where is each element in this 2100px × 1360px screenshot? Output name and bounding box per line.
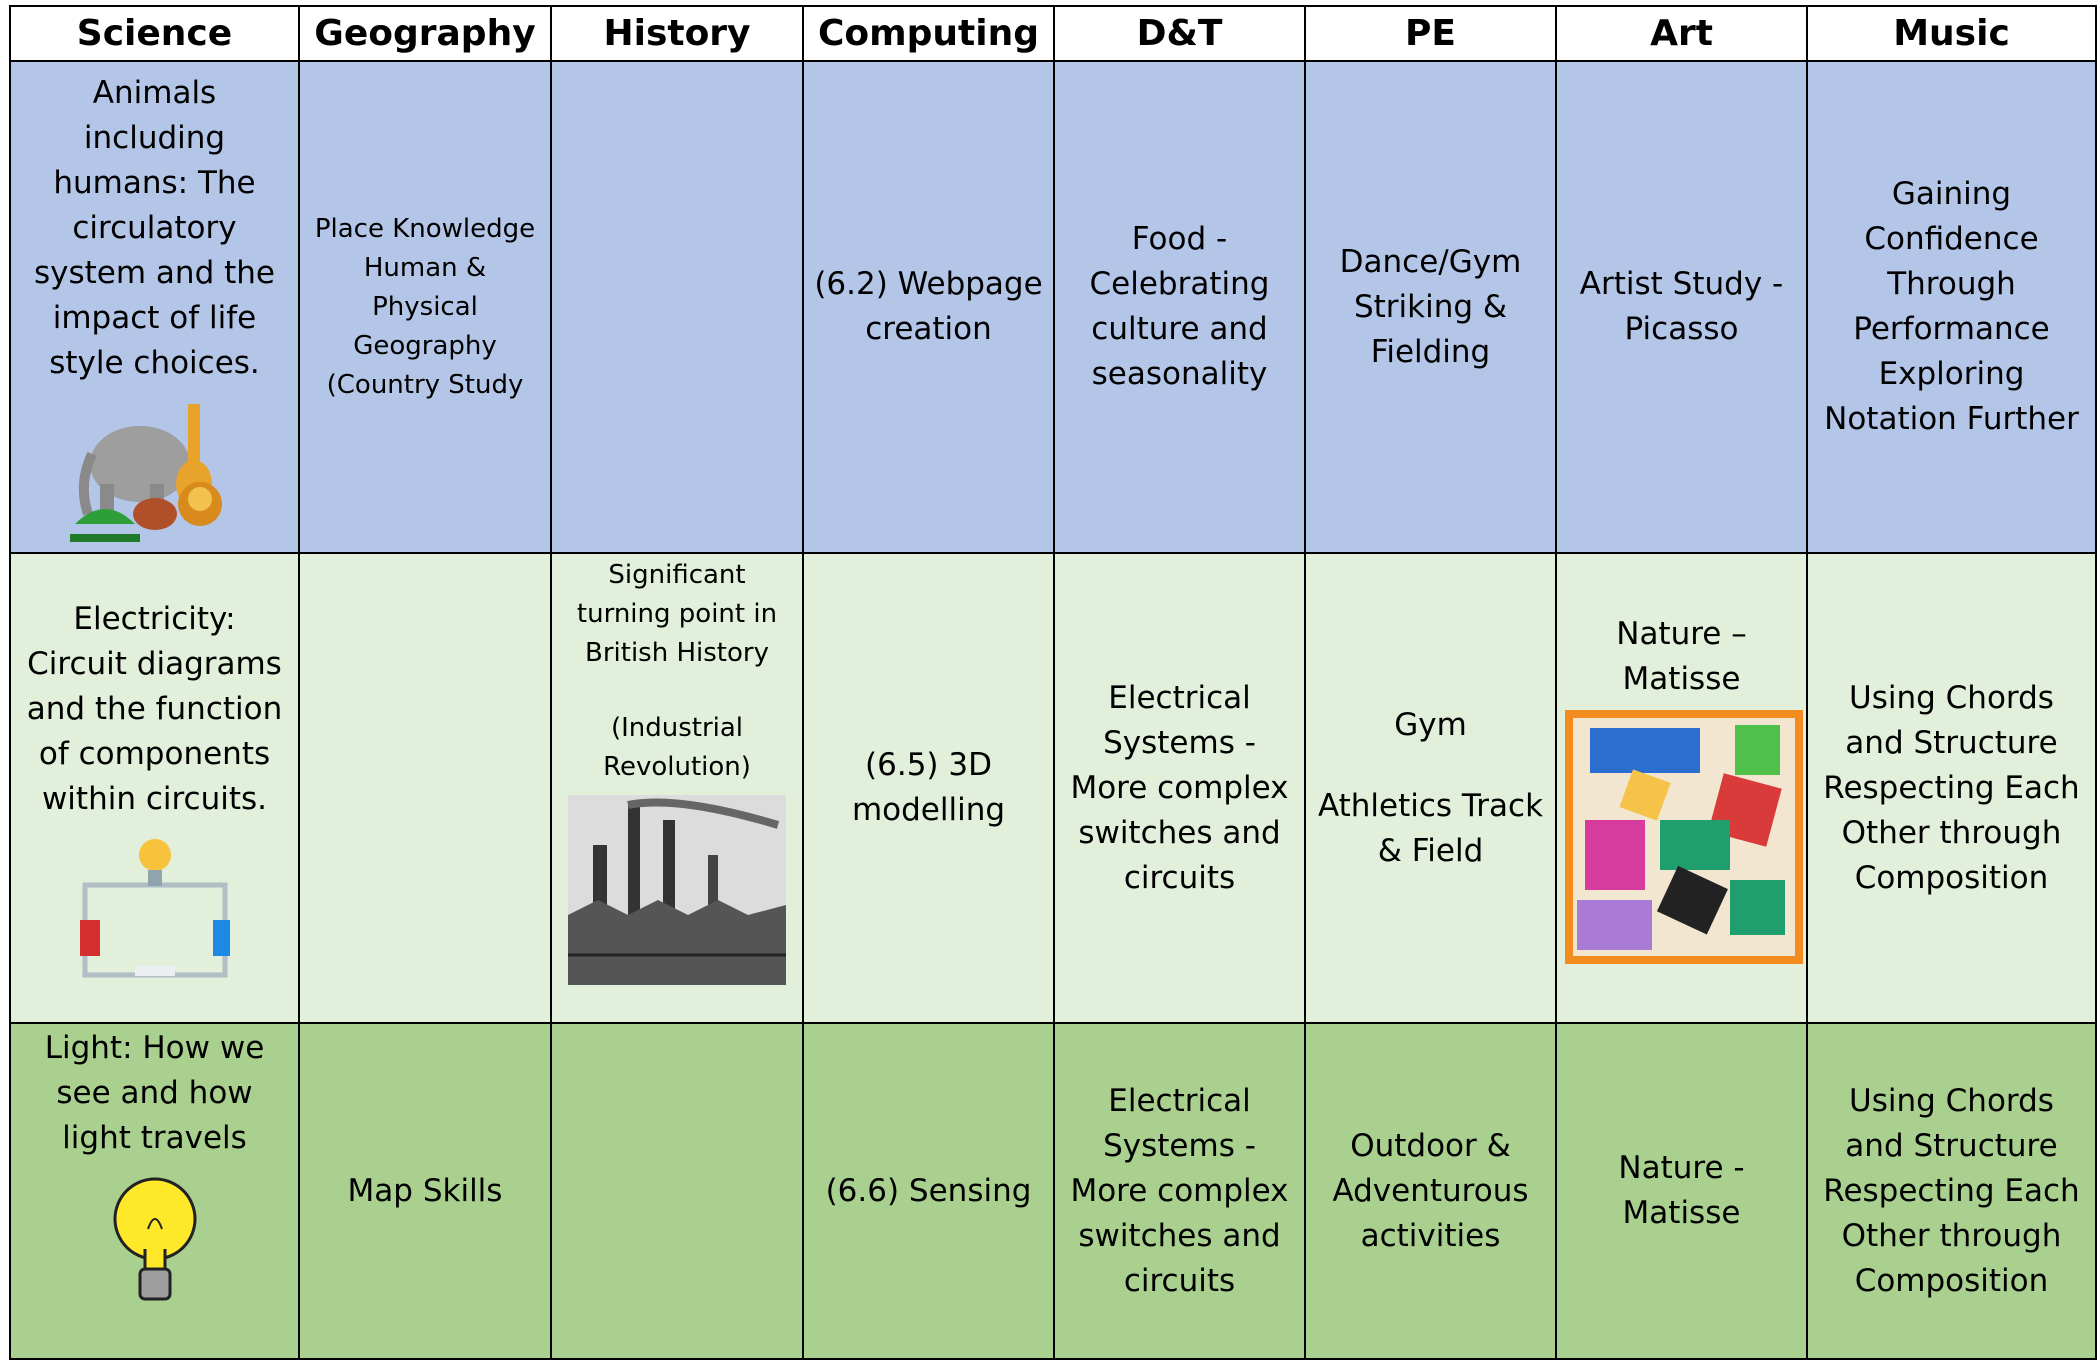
table-cell: Electrical Systems - More complex switch… bbox=[1053, 552, 1306, 1024]
table-cell: Significant turning point in British His… bbox=[550, 552, 804, 1024]
table-cell: Outdoor & Adventurous activities bbox=[1304, 1022, 1557, 1360]
cell-text: Using Chords and Structure Respecting Ea… bbox=[1823, 679, 2080, 896]
table-cell: Nature - Matisse bbox=[1555, 1022, 1808, 1360]
cell-text: Place Knowledge Human & Physical Geograp… bbox=[314, 213, 536, 400]
column-header: D&T bbox=[1053, 5, 1306, 62]
table-cell: (6.2) Webpage creation bbox=[802, 60, 1055, 554]
bulb-illustration bbox=[113, 1177, 196, 1301]
column-header: Geography bbox=[298, 5, 552, 62]
table-cell bbox=[550, 1022, 804, 1360]
table-cell: Nature – Matisse bbox=[1555, 552, 1808, 1024]
table-cell: (6.6) Sensing bbox=[802, 1022, 1055, 1360]
cell-text: Outdoor & Adventurous activities bbox=[1332, 1127, 1529, 1254]
cell-text: Food - Celebrating culture and seasonali… bbox=[1089, 221, 1270, 392]
cell-text: Electricity: Circuit diagrams and the fu… bbox=[26, 600, 283, 817]
table-cell: (6.5) 3D modelling bbox=[802, 552, 1055, 1024]
curriculum-table: Science Geography History Computing D&T PE Art… bbox=[9, 5, 2097, 1360]
table-body: Animals including humans: The circulator… bbox=[9, 60, 2097, 1360]
cell-text: Gym bbox=[1394, 706, 1467, 743]
cell-text: Nature – Matisse bbox=[1616, 616, 1747, 697]
table-cell: Food - Celebrating culture and seasonali… bbox=[1053, 60, 1306, 554]
circuit-illustration bbox=[79, 838, 230, 977]
table-cell: Gaining Confidence Through Performance E… bbox=[1806, 60, 2097, 554]
table-cell: Dance/Gym Striking & Fielding bbox=[1304, 60, 1557, 554]
cell-text: Gaining Confidence Through Performance E… bbox=[1824, 176, 2079, 437]
cell-text: Map Skills bbox=[347, 1172, 503, 1209]
table-cell: Animals including humans: The circulator… bbox=[9, 60, 300, 554]
cell-text: Light: How we see and how light travels bbox=[44, 1030, 265, 1156]
cell-text: Using Chords and Structure Respecting Ea… bbox=[1823, 1082, 2080, 1299]
matisse-illustration bbox=[1565, 710, 1803, 964]
table-cell bbox=[298, 552, 552, 1024]
column-header: PE bbox=[1304, 5, 1557, 62]
table-row: Animals including humans: The circulator… bbox=[9, 60, 2097, 554]
cell-text: Electrical Systems - More complex switch… bbox=[1070, 1082, 1289, 1299]
table-cell: Map Skills bbox=[298, 1022, 552, 1360]
column-header: Computing bbox=[802, 5, 1055, 62]
table-row: Light: How we see and how light travels M… bbox=[9, 1022, 2097, 1360]
table-cell: Electricity: Circuit diagrams and the fu… bbox=[9, 552, 300, 1024]
table-cell bbox=[550, 60, 804, 554]
column-header: Science bbox=[9, 5, 300, 62]
cell-text: Significant turning point in British His… bbox=[576, 560, 778, 668]
table-cell: Using Chords and Structure Respecting Ea… bbox=[1806, 552, 2097, 1024]
animals-illustration bbox=[69, 403, 222, 542]
column-header: Music bbox=[1806, 5, 2097, 62]
cell-text: Electrical Systems - More complex switch… bbox=[1070, 679, 1289, 896]
table-cell: Gym Athletics Track & Field bbox=[1304, 552, 1557, 1024]
column-header: History bbox=[550, 5, 804, 62]
cell-text: Athletics Track & Field bbox=[1317, 787, 1544, 869]
cell-text: Artist Study - Picasso bbox=[1579, 266, 1784, 347]
cell-text: Dance/Gym Striking & Fielding bbox=[1339, 243, 1522, 370]
cell-text: (6.2) Webpage creation bbox=[814, 266, 1043, 347]
column-header: Art bbox=[1555, 5, 1808, 62]
factory-illustration bbox=[568, 795, 786, 985]
cell-text: (Industrial Revolution) bbox=[603, 713, 751, 782]
table-cell: Electrical Systems - More complex switch… bbox=[1053, 1022, 1306, 1360]
table-row: Electricity: Circuit diagrams and the fu… bbox=[9, 552, 2097, 1024]
cell-text: Animals including humans: The circulator… bbox=[34, 74, 275, 381]
table-cell: Artist Study - Picasso bbox=[1555, 60, 1808, 554]
cell-text: Nature - Matisse bbox=[1618, 1150, 1745, 1231]
table-cell: Place Knowledge Human & Physical Geograp… bbox=[298, 60, 552, 554]
table-cell: Using Chords and Structure Respecting Ea… bbox=[1806, 1022, 2097, 1360]
cell-text: (6.5) 3D modelling bbox=[851, 747, 1006, 828]
table-cell: Light: How we see and how light travels bbox=[9, 1022, 300, 1360]
header-row: Science Geography History Computing D&T PE Art… bbox=[9, 5, 2097, 62]
cell-text: (6.6) Sensing bbox=[825, 1172, 1032, 1209]
